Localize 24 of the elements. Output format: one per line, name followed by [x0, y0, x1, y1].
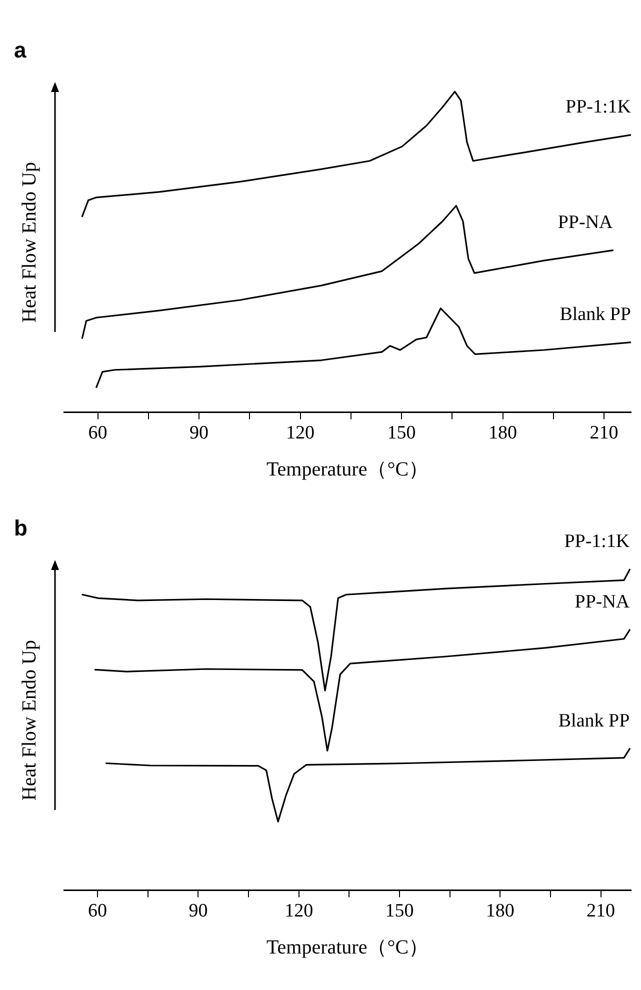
x-tick-label: 180: [486, 900, 514, 922]
x-tick-label: 120: [286, 422, 314, 444]
x-axis-title: Temperature（°C）: [266, 458, 429, 480]
x-tick-label: 150: [387, 422, 416, 444]
x-tick-label: 180: [488, 422, 517, 444]
x-tick-label: 60: [88, 422, 108, 444]
x-tick-label: 210: [590, 422, 618, 444]
series-label: PP-NA: [574, 591, 630, 612]
series-label: PP-NA: [558, 212, 614, 233]
x-tick-label: 60: [88, 900, 108, 922]
y-axis-title: Heat Flow Endo Up: [18, 162, 40, 323]
series-label: Blank PP: [558, 710, 630, 732]
chart-title: b: [14, 515, 28, 540]
x-axis-title: Temperature（°C）: [266, 936, 429, 958]
y-axis-title: Heat Flow Endo Up: [18, 640, 40, 801]
series-label: Blank PP: [560, 304, 631, 325]
chart-title: a: [14, 37, 27, 62]
x-tick-label: 150: [385, 900, 414, 922]
series-label: PP-1:1K: [566, 96, 632, 118]
series-label: PP-1:1K: [564, 531, 630, 552]
x-tick-label: 120: [284, 900, 314, 922]
x-tick-label: 90: [190, 422, 208, 444]
x-tick-label: 210: [586, 900, 616, 922]
x-tick-label: 90: [188, 900, 208, 922]
